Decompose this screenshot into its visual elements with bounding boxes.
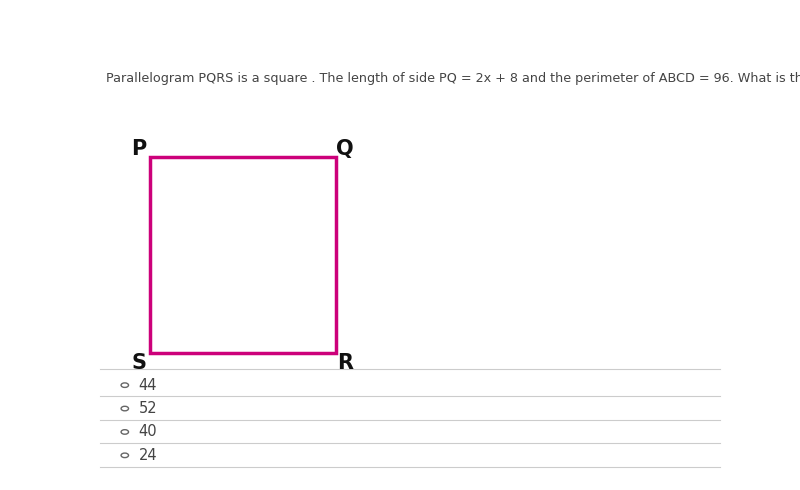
Text: P: P (131, 139, 146, 159)
Text: 40: 40 (138, 424, 157, 440)
Text: 24: 24 (138, 448, 157, 463)
Text: Q: Q (336, 139, 354, 159)
Text: R: R (337, 352, 353, 372)
Text: S: S (131, 352, 146, 372)
Text: Parallelogram PQRS is a square . The length of side PQ = 2x + 8 and the perimete: Parallelogram PQRS is a square . The len… (106, 72, 800, 85)
Bar (150, 157, 336, 353)
Text: 44: 44 (138, 378, 157, 392)
Text: 52: 52 (138, 401, 157, 416)
